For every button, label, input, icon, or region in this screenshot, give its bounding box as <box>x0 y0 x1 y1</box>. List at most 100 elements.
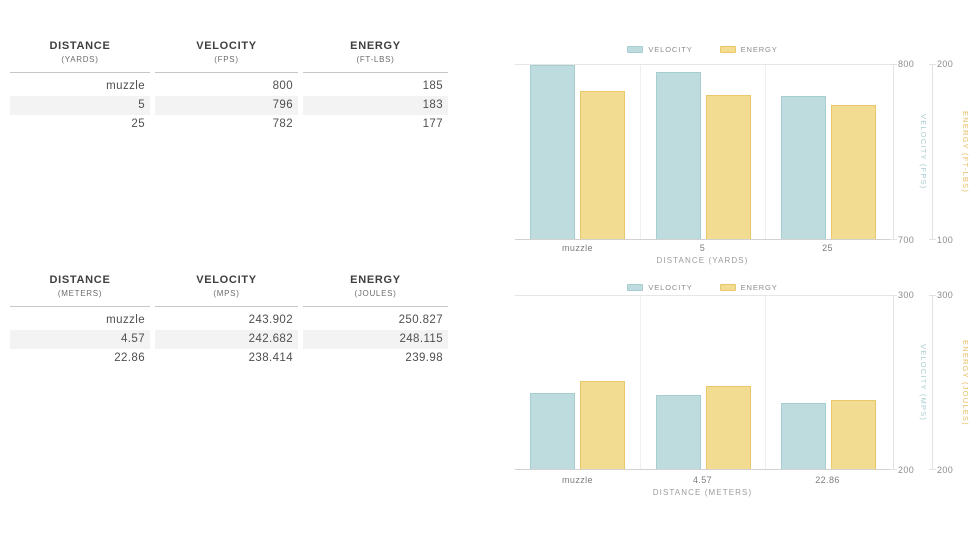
column-header-unit: (FT-LBS) <box>356 55 395 64</box>
table-row: 22.86 238.414 239.98 <box>10 349 450 368</box>
velocity-axis-line <box>890 295 897 470</box>
column-header-label: VELOCITY <box>196 40 257 52</box>
legend-swatch-energy-icon <box>719 46 736 53</box>
cell-energy: 185 <box>422 80 443 92</box>
cell-velocity: 782 <box>272 118 293 130</box>
legend-item-velocity[interactable]: VELOCITY <box>627 283 692 292</box>
bar-energy[interactable] <box>705 385 751 469</box>
column-header-label: ENERGY <box>350 274 401 286</box>
column-header-unit: (MPS) <box>213 289 240 298</box>
bar-velocity[interactable] <box>780 96 826 239</box>
cell-velocity: 242.682 <box>155 330 298 349</box>
table-row: muzzle 800 185 <box>10 77 450 96</box>
energy-axis-title: ENERGY (JOULES) <box>961 339 970 426</box>
legend-label-energy: ENERGY <box>740 283 778 292</box>
bar-group-4-57 <box>640 296 765 469</box>
column-header-energy: ENERGY (JOULES) <box>303 274 448 307</box>
bar-velocity[interactable] <box>780 402 826 469</box>
energy-axis-tick: 200 <box>937 465 954 475</box>
column-header-label: DISTANCE <box>49 274 111 286</box>
velocity-axis-tick: 200 <box>898 465 915 475</box>
cell-distance: 5 <box>10 96 150 115</box>
x-axis-title: DISTANCE (YARDS) <box>656 256 749 265</box>
column-header-energy: ENERGY (FT-LBS) <box>303 40 448 73</box>
legend-label-velocity: VELOCITY <box>648 45 693 54</box>
legend-swatch-velocity-icon <box>627 46 644 53</box>
bar-velocity[interactable] <box>530 65 575 239</box>
column-header-distance: DISTANCE (METERS) <box>10 274 150 307</box>
chart-legend: VELOCITY ENERGY <box>515 283 890 292</box>
column-header-unit: (JOULES) <box>354 289 397 298</box>
velocity-axis-title: VELOCITY (FPS) <box>919 114 928 190</box>
bar-energy[interactable] <box>580 381 625 469</box>
cell-energy: 250.827 <box>398 314 443 326</box>
energy-axis-tick: 200 <box>937 59 954 69</box>
x-tick-label: muzzle <box>562 243 593 253</box>
column-header-label: DISTANCE <box>49 40 111 52</box>
table-body: muzzle 800 185 5 796 183 25 782 177 <box>10 77 450 134</box>
x-axis-tick-labels: muzzle 4.57 22.86 <box>515 475 890 485</box>
velocity-axis-tick: 800 <box>898 59 915 69</box>
table-imperial: DISTANCE (YARDS) VELOCITY (FPS) ENERGY (… <box>10 40 450 134</box>
table-row: muzzle 243.902 250.827 <box>10 311 450 330</box>
chart-legend: VELOCITY ENERGY <box>515 45 890 54</box>
column-header-unit: (METERS) <box>57 289 103 298</box>
table-row: 4.57 242.682 248.115 <box>10 330 450 349</box>
bar-energy[interactable] <box>580 91 625 239</box>
bar-energy[interactable] <box>830 105 876 239</box>
bar-energy[interactable] <box>705 94 751 239</box>
x-axis-tick-labels: muzzle 5 25 <box>515 243 890 253</box>
x-tick-label: 22.86 <box>815 475 840 485</box>
table-metric: DISTANCE (METERS) VELOCITY (MPS) ENERGY … <box>10 274 450 368</box>
cell-velocity: 800 <box>272 80 293 92</box>
column-header-velocity: VELOCITY (MPS) <box>155 274 298 307</box>
column-header-unit: (YARDS) <box>61 55 99 64</box>
plot-area <box>515 64 890 240</box>
legend-swatch-energy-icon <box>719 284 736 291</box>
bar-velocity[interactable] <box>530 393 575 469</box>
cell-distance: 25 <box>131 118 145 130</box>
cell-velocity: 238.414 <box>248 352 293 364</box>
velocity-axis-tick: 700 <box>898 235 915 245</box>
x-tick-label: 5 <box>699 243 706 253</box>
bar-group-muzzle <box>515 65 640 239</box>
x-tick-label: 4.57 <box>692 475 713 485</box>
cell-energy: 248.115 <box>303 330 448 349</box>
energy-axis-title: ENERGY (FT-LBS) <box>961 110 970 194</box>
legend-item-energy[interactable]: ENERGY <box>719 283 778 292</box>
cell-distance: muzzle <box>106 80 145 92</box>
cell-distance: 22.86 <box>114 352 145 364</box>
cell-velocity: 243.902 <box>248 314 293 326</box>
table-body: muzzle 243.902 250.827 4.57 242.682 248.… <box>10 311 450 368</box>
bar-velocity[interactable] <box>655 395 701 469</box>
legend-item-velocity[interactable]: VELOCITY <box>627 45 692 54</box>
velocity-axis-line <box>890 64 897 240</box>
column-header-unit: (FPS) <box>214 55 239 64</box>
bar-energy[interactable] <box>830 399 876 469</box>
energy-axis-tick: 100 <box>937 235 954 245</box>
legend-label-energy: ENERGY <box>740 45 778 54</box>
cell-energy: 177 <box>422 118 443 130</box>
velocity-axis-title: VELOCITY (MPS) <box>919 343 928 422</box>
bar-velocity[interactable] <box>655 71 701 239</box>
legend-item-energy[interactable]: ENERGY <box>719 45 778 54</box>
x-axis-title: DISTANCE (METERS) <box>652 488 753 497</box>
cell-distance: muzzle <box>106 314 145 326</box>
table-header-row: DISTANCE (YARDS) VELOCITY (FPS) ENERGY (… <box>10 40 450 73</box>
x-tick-label: muzzle <box>562 475 593 485</box>
legend-swatch-velocity-icon <box>627 284 644 291</box>
table-row: 5 796 183 <box>10 96 450 115</box>
column-header-label: VELOCITY <box>196 274 257 286</box>
plot-area <box>515 295 890 470</box>
bar-group-muzzle <box>515 296 640 469</box>
bar-group-25 <box>765 65 890 239</box>
legend-label-velocity: VELOCITY <box>648 283 693 292</box>
column-header-label: ENERGY <box>350 40 401 52</box>
velocity-axis-tick: 300 <box>898 290 915 300</box>
cell-energy: 239.98 <box>405 352 443 364</box>
table-header-row: DISTANCE (METERS) VELOCITY (MPS) ENERGY … <box>10 274 450 307</box>
cell-energy: 183 <box>303 96 448 115</box>
energy-axis-line <box>929 295 936 470</box>
bar-group-5 <box>640 65 765 239</box>
